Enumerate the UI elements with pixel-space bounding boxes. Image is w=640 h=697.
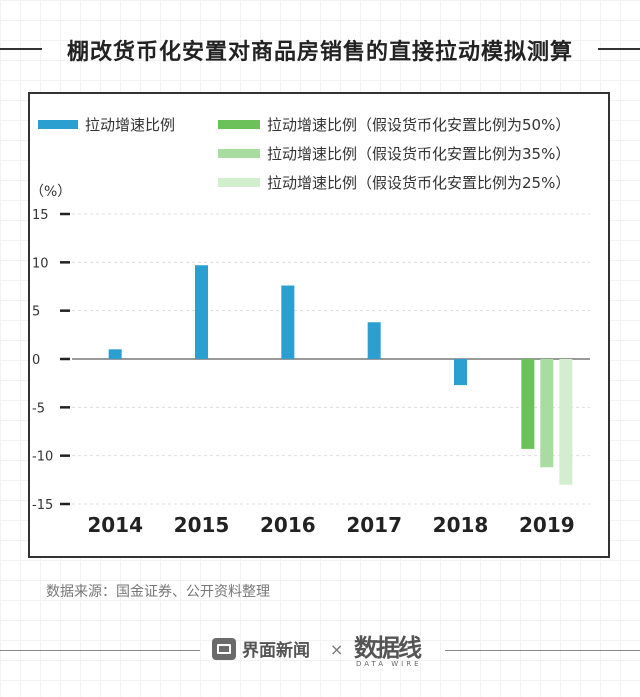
chart-frame: 拉动增速比例 拉动增速比例（假设货币化安置比例为50%） 拉动增速比例（假设货币化安… [28,92,610,558]
x-tick-label: 2018 [433,513,489,537]
x-tick-label: 2016 [260,513,316,537]
y-tick-label: 0 [32,353,40,368]
footer-rule-left [0,650,200,651]
data-source: 数据来源：国金证券、公开资料整理 [46,584,270,600]
bar [108,349,122,359]
legend-swatch [218,149,260,158]
bar [367,322,381,359]
collab-sign: × [330,640,344,659]
bar [195,265,208,359]
legend-swatch [218,178,260,187]
jiemian-icon [212,637,236,660]
footer-rule-right [445,650,640,651]
x-tick-label: 2017 [346,513,402,537]
datawire-name: 数据线 [354,633,422,662]
y-tick-label: 15 [32,208,49,223]
legend-label: 拉动增速比例（假设货币化安置比例为35%） [267,145,570,163]
legend-swatch [218,120,260,129]
legend-label: 拉动增速比例（假设货币化安置比例为25%） [267,174,570,192]
legend-label: 拉动增速比例（假设货币化安置比例为50%） [267,116,570,134]
y-tick-label: 5 [32,305,40,320]
y-unit-label: （%） [30,184,71,200]
bar [540,359,554,468]
brand-name: 界面新闻 [242,641,310,661]
title-rule-right [598,48,640,50]
x-tick-label: 2014 [87,513,143,537]
y-tick-label: 10 [32,256,49,271]
bar [559,359,573,485]
x-tick-label: 2015 [174,513,230,537]
bar [521,359,535,449]
title-rule-left [0,48,42,50]
y-tick-label: -10 [32,450,53,465]
y-tick-label: -15 [32,498,53,513]
footer: 界面新闻 × 数据线 DATA WIRE [0,633,640,668]
x-tick-label: 2019 [519,513,575,537]
jiemian-logo: 界面新闻 [212,636,310,661]
datawire-logo: 数据线 DATA WIRE [354,628,434,668]
bar [454,359,467,386]
chart-title: 棚改货币化安置对商品房销售的直接拉动模拟测算 [66,40,573,65]
bar-chart: 拉动增速比例 拉动增速比例（假设货币化安置比例为50%） 拉动增速比例（假设货币化安… [30,116,590,537]
y-tick-label: -5 [32,401,45,416]
legend-swatch [38,120,78,129]
datawire-sub: DATA WIRE [356,660,422,668]
title-row: 棚改货币化安置对商品房销售的直接拉动模拟测算 [0,30,640,70]
legend-label: 拉动增速比例 [85,116,175,134]
bar [281,285,295,359]
